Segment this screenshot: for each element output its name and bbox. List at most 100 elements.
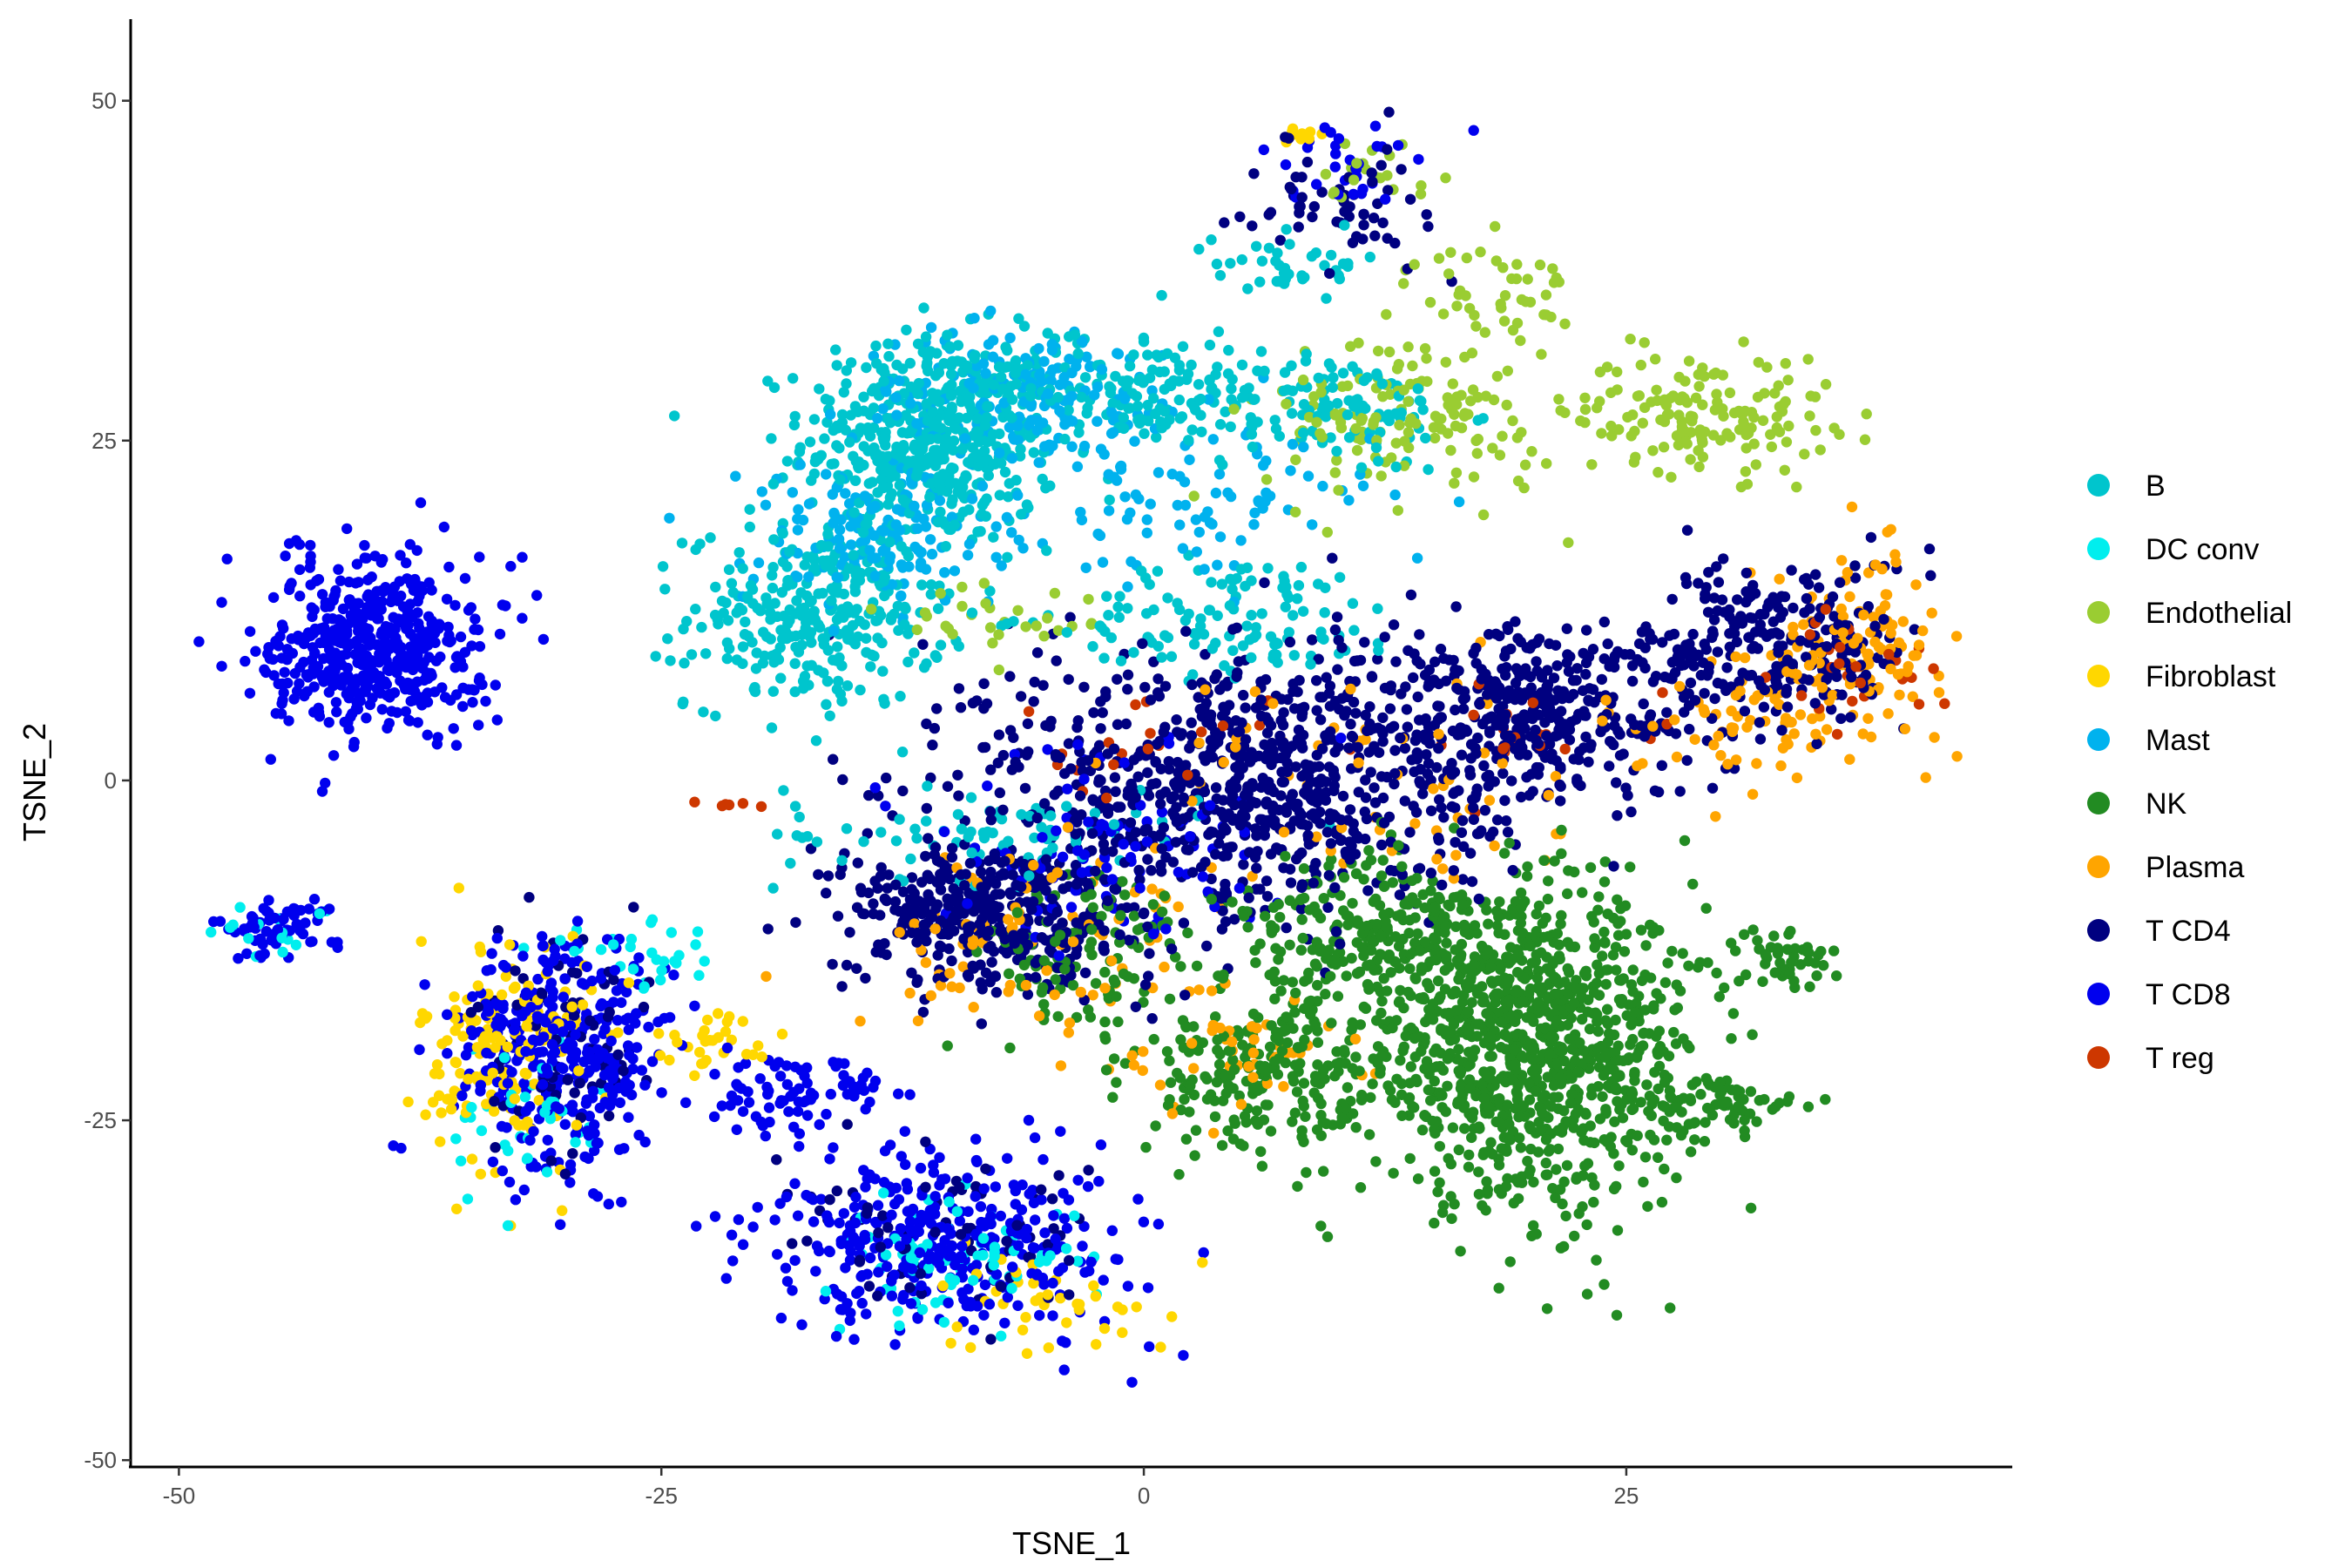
point-t-cd8 xyxy=(265,754,276,765)
point-b xyxy=(768,534,780,545)
point-b xyxy=(1107,397,1119,409)
point-nk xyxy=(1397,1045,1409,1057)
point-t-cd4 xyxy=(1564,693,1575,704)
point-b xyxy=(1295,561,1308,573)
point-t-cd4 xyxy=(1608,861,1619,872)
point-mast xyxy=(793,504,804,516)
point-t-cd4 xyxy=(1112,801,1124,813)
point-t-cd4 xyxy=(1265,848,1277,860)
point-nk xyxy=(1269,993,1281,1004)
point-t-cd4 xyxy=(1813,582,1825,593)
point-t-cd4 xyxy=(978,678,990,689)
point-b xyxy=(799,559,810,571)
point-t-cd8 xyxy=(267,591,280,604)
point-endothelial xyxy=(1353,337,1364,348)
point-t-cd8 xyxy=(896,1151,908,1162)
point-endothelial xyxy=(1586,459,1598,470)
point-t-cd4 xyxy=(1865,531,1877,544)
point-b xyxy=(1256,608,1267,619)
point-t-cd4 xyxy=(828,754,839,765)
point-t-cd8 xyxy=(1142,1282,1154,1294)
point-t-cd4 xyxy=(953,790,964,801)
point-mast xyxy=(1094,530,1106,542)
point-nk xyxy=(1210,1011,1221,1023)
point-endothelial xyxy=(1497,430,1508,442)
point-t-cd8 xyxy=(731,1124,742,1136)
point-nk xyxy=(1659,1163,1670,1175)
point-nk xyxy=(1555,1242,1567,1254)
point-b xyxy=(709,609,721,621)
point-t-cd8 xyxy=(1329,161,1342,172)
point-t-cd4 xyxy=(1064,612,1076,623)
point-mast xyxy=(1453,496,1465,508)
point-t-cd4 xyxy=(1040,854,1052,865)
point-nk xyxy=(1669,1004,1680,1016)
point-nk xyxy=(1613,1160,1625,1172)
point-t-cd4 xyxy=(1260,673,1272,686)
point-dc-conv xyxy=(476,1125,488,1137)
point-mast xyxy=(1357,480,1369,491)
point-t-cd8 xyxy=(1126,1376,1138,1389)
point-t-cd4 xyxy=(1199,786,1211,798)
point-b xyxy=(1079,372,1092,383)
point-t-cd4 xyxy=(1384,703,1396,714)
point-mast xyxy=(1177,543,1189,554)
point-nk xyxy=(1358,1001,1370,1013)
point-dc-conv xyxy=(499,1139,510,1151)
point-t-cd4 xyxy=(1036,1184,1047,1195)
point-b xyxy=(696,621,707,633)
point-plasma xyxy=(1821,724,1833,735)
point-b xyxy=(1281,224,1292,235)
point-nk xyxy=(1600,978,1612,990)
point-t-cd8 xyxy=(979,1279,991,1291)
point-t-cd4 xyxy=(1420,713,1431,725)
point-endothelial xyxy=(1402,395,1414,408)
point-dc-conv xyxy=(878,1187,889,1199)
point-nk xyxy=(1312,996,1323,1007)
point-nk xyxy=(1265,1125,1277,1137)
point-t-cd4 xyxy=(1389,745,1401,756)
point-t-cd8 xyxy=(308,894,321,905)
point-t-cd8 xyxy=(844,1076,855,1087)
point-t-cd4 xyxy=(1772,679,1783,691)
point-t-cd8 xyxy=(1042,744,1053,755)
point-nk xyxy=(1389,931,1402,943)
point-t-cd4 xyxy=(1204,748,1215,760)
point-t-cd8 xyxy=(281,654,293,666)
point-b xyxy=(1211,258,1223,270)
point-fibroblast xyxy=(1088,1280,1099,1292)
point-b xyxy=(912,338,924,349)
point-endothelial xyxy=(1281,398,1292,409)
point-nk xyxy=(1342,919,1354,931)
point-endothelial xyxy=(1711,389,1722,400)
point-endothelial xyxy=(1815,444,1826,456)
point-nk xyxy=(1164,993,1176,1005)
point-b xyxy=(1087,640,1098,652)
point-t-cd4 xyxy=(1414,862,1426,874)
point-t-cd4 xyxy=(1389,778,1400,790)
point-t-cd8 xyxy=(281,644,294,655)
point-b xyxy=(1288,650,1301,661)
point-t-cd8 xyxy=(316,786,328,797)
point-endothelial xyxy=(1559,318,1571,329)
point-dc-conv xyxy=(462,1193,474,1205)
point-endothelial xyxy=(1693,381,1705,392)
point-fibroblast xyxy=(455,1068,466,1079)
point-nk xyxy=(1429,1217,1440,1229)
point-nk xyxy=(1453,1144,1465,1156)
point-nk xyxy=(1466,1132,1477,1144)
point-nk xyxy=(1275,985,1287,997)
point-nk xyxy=(1695,1089,1707,1100)
point-t-reg xyxy=(755,801,767,813)
point-t-cd8 xyxy=(1112,1254,1124,1266)
point-b xyxy=(723,564,735,576)
point-t-cd4 xyxy=(1294,201,1305,213)
point-b xyxy=(851,604,862,615)
point-t-cd8 xyxy=(639,1079,651,1091)
point-t-cd4 xyxy=(1845,712,1856,723)
point-t-cd8 xyxy=(463,605,475,616)
point-b xyxy=(744,504,755,515)
point-mast xyxy=(1298,441,1309,453)
point-plasma xyxy=(1715,750,1727,761)
point-t-cd4 xyxy=(1074,790,1086,801)
